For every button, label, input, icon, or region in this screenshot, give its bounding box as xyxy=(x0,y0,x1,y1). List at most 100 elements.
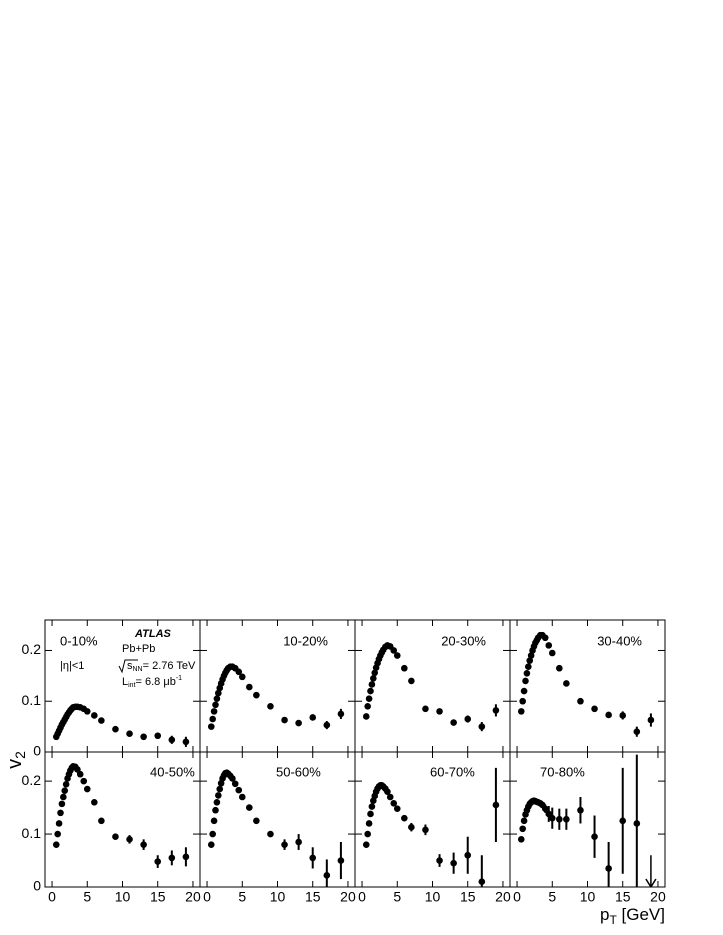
data-point xyxy=(253,817,260,825)
data-point xyxy=(548,649,556,657)
data-point xyxy=(519,697,526,705)
data-point xyxy=(545,642,553,649)
data-point xyxy=(267,703,274,710)
y-tick-label: 0.2 xyxy=(22,641,42,657)
points xyxy=(517,631,655,737)
data-point xyxy=(362,713,370,720)
x-tick-label: 5 xyxy=(393,889,401,905)
data-point xyxy=(390,800,398,807)
sqrt-sign xyxy=(118,659,138,674)
data-point xyxy=(647,716,655,724)
upper-limit-arrow xyxy=(645,878,657,887)
data-point xyxy=(235,668,243,676)
data-point xyxy=(556,664,563,672)
x-tick-label: 10 xyxy=(425,889,441,905)
y-tick-label: 0.1 xyxy=(22,692,42,708)
data-point xyxy=(633,820,641,827)
x-tick-label: 10 xyxy=(580,889,596,905)
x-tick-label: 10 xyxy=(115,889,131,905)
data-point xyxy=(393,652,401,659)
data-point xyxy=(246,804,253,811)
data-point xyxy=(605,711,612,719)
data-point xyxy=(517,708,525,715)
data-point xyxy=(309,714,317,721)
data-point xyxy=(517,836,525,843)
data-point xyxy=(541,805,549,812)
data-point xyxy=(231,780,239,788)
data-point xyxy=(478,878,486,886)
panel-title: 60-70% xyxy=(430,764,475,779)
data-point xyxy=(563,815,570,823)
y-label-sub: 2 xyxy=(12,751,28,759)
y-label-v: v xyxy=(4,759,26,769)
data-point xyxy=(577,806,584,814)
panel-title: 20-30% xyxy=(441,633,486,648)
data-point xyxy=(52,841,60,848)
y-tick-label: 0 xyxy=(33,878,41,894)
points xyxy=(52,762,190,868)
data-point xyxy=(154,858,162,865)
data-point xyxy=(253,691,260,699)
lum-value: = 6.8 μb xyxy=(136,676,176,688)
data-point xyxy=(281,841,288,848)
data-point xyxy=(464,715,472,723)
data-point xyxy=(235,786,243,794)
data-point xyxy=(408,677,415,685)
data-point xyxy=(523,670,531,677)
energy-label: sNN= 2.76 TeV xyxy=(127,660,196,673)
x-tick-label: 20 xyxy=(185,889,201,905)
data-point xyxy=(229,775,236,782)
data-point xyxy=(556,815,563,823)
panel-title: 40-50% xyxy=(150,764,195,779)
data-point xyxy=(309,854,317,862)
y-axis-label: v2 xyxy=(4,751,27,769)
data-point xyxy=(367,810,374,818)
data-point xyxy=(76,770,84,778)
data-point xyxy=(619,817,627,825)
data-point xyxy=(605,865,612,872)
panel-title: 50-60% xyxy=(276,764,321,779)
data-point xyxy=(323,872,331,879)
data-point xyxy=(526,657,534,664)
x-label-sub: T xyxy=(609,913,617,927)
x-label-p: p xyxy=(600,905,609,924)
experiment-label: ATLAS xyxy=(134,628,172,640)
x-tick-label: 0 xyxy=(513,889,521,905)
x-tick-label: 20 xyxy=(495,889,511,905)
data-point xyxy=(408,823,415,831)
x-tick-label: 5 xyxy=(238,889,246,905)
data-point xyxy=(126,730,133,738)
panel-frame xyxy=(354,619,511,753)
x-tick-label: 15 xyxy=(150,889,166,905)
data-point xyxy=(295,719,302,727)
data-point xyxy=(401,664,408,672)
data-point xyxy=(522,677,529,685)
points xyxy=(207,663,345,730)
data-point xyxy=(74,766,81,773)
energy-sub: NN xyxy=(133,666,143,673)
data-point xyxy=(364,703,371,710)
data-point xyxy=(478,723,486,730)
data-point xyxy=(210,708,218,715)
y-tick-label: 0 xyxy=(33,743,41,759)
data-point xyxy=(422,705,429,713)
data-point xyxy=(464,851,472,859)
data-point xyxy=(548,814,556,822)
data-point xyxy=(295,838,302,846)
panel-frame xyxy=(199,619,356,753)
data-point xyxy=(212,806,219,814)
data-point xyxy=(492,707,500,714)
data-point xyxy=(210,817,218,825)
data-point xyxy=(436,857,443,864)
lum-l: L xyxy=(122,676,128,688)
points xyxy=(362,767,500,887)
data-point xyxy=(362,841,370,848)
data-point xyxy=(337,710,345,718)
data-point xyxy=(168,736,176,744)
data-point xyxy=(207,723,215,730)
data-point xyxy=(57,809,64,817)
points xyxy=(52,703,190,747)
data-point xyxy=(519,825,526,833)
x-tick-label: 15 xyxy=(615,889,631,905)
data-point xyxy=(365,695,373,702)
